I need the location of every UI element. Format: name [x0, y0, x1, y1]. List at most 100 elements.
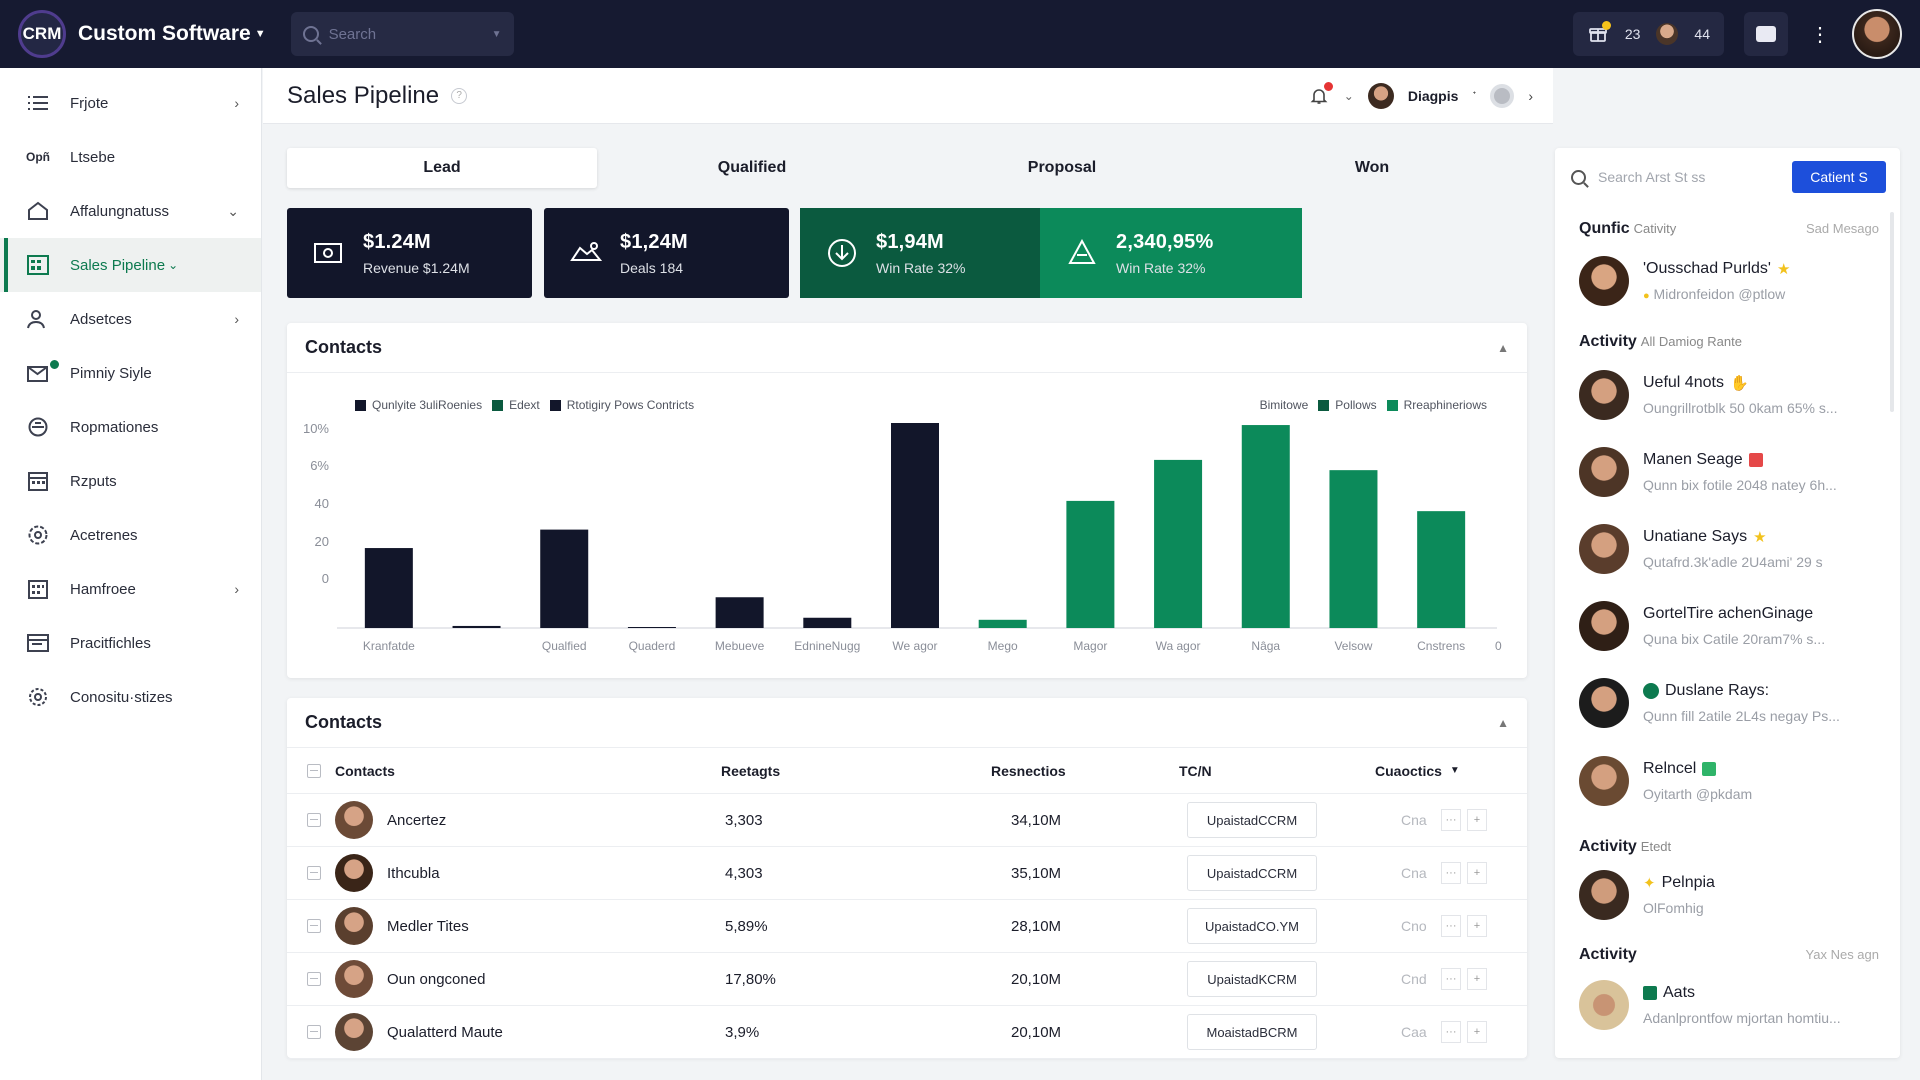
legend-swatch: [492, 399, 504, 411]
row-checkbox[interactable]: [307, 813, 321, 827]
kpi-card[interactable]: $1.24M Revenue $1.24M: [287, 208, 532, 298]
column-header[interactable]: Contacts: [335, 762, 395, 779]
column-header[interactable]: Resnectios: [991, 762, 1066, 779]
more-horizontal-icon[interactable]: ···: [1441, 915, 1461, 937]
contact-name[interactable]: Oun ongconed: [387, 970, 486, 988]
more-horizontal-icon[interactable]: ···: [1441, 968, 1461, 990]
bell-icon[interactable]: [1308, 80, 1334, 107]
add-icon[interactable]: +: [1467, 968, 1487, 990]
table-row[interactable]: Qualatterd Maute 3,9% 20,10M MoaistadBCR…: [287, 1006, 1527, 1059]
sidebar-item[interactable]: Acetrenes: [0, 508, 261, 562]
table-row[interactable]: Medler Tites 5,89% 28,10M UpaistadCO.YM …: [287, 900, 1527, 953]
panel-action-button[interactable]: Catient S: [1792, 161, 1886, 193]
more-horizontal-icon[interactable]: ···: [1441, 1021, 1461, 1043]
sidebar-item[interactable]: Sales Pipeline ⌄: [0, 238, 261, 292]
column-header[interactable]: Cuaoctics: [1375, 762, 1442, 779]
contact-name[interactable]: Ancertez: [387, 811, 447, 829]
table-row[interactable]: Ithcubla 4,303 35,10M UpaistadCCRM Cna ·…: [287, 847, 1527, 900]
chart-bar: [540, 529, 589, 628]
sidebar-item[interactable]: Adsetces ›: [0, 292, 261, 346]
chevron-down-icon[interactable]: ▼: [491, 28, 502, 40]
activity-item[interactable]: Duslane Rays: Qunn fill 2atile 2L4s nega…: [1579, 676, 1869, 732]
global-search[interactable]: Search ▼: [290, 12, 514, 56]
chevron-down-icon[interactable]: ⌄: [227, 202, 239, 219]
row-checkbox[interactable]: [307, 972, 321, 986]
sidebar-item[interactable]: Ropmationes: [0, 400, 261, 454]
add-icon[interactable]: +: [1467, 862, 1487, 884]
row-checkbox[interactable]: [307, 1025, 321, 1039]
kpi-card[interactable]: 2,340,95% Win Rate 32%: [1040, 208, 1302, 298]
chevron-right-icon[interactable]: ›: [234, 95, 239, 111]
sidebar-item-label: Adsetces: [70, 310, 132, 328]
row-checkbox[interactable]: [307, 866, 321, 880]
sidebar-item[interactable]: Opñ Ltsebe: [0, 130, 261, 184]
x-tick-label: We agor: [892, 639, 937, 653]
sidebar-item[interactable]: Rzputs: [0, 454, 261, 508]
inbox-button[interactable]: [1744, 12, 1788, 56]
select-all-checkbox[interactable]: [307, 763, 321, 778]
kpi-card[interactable]: $1,94M Win Rate 32%: [800, 208, 1040, 298]
sidebar-item[interactable]: Hamfroee ›: [0, 562, 261, 616]
tag-button[interactable]: MoaistadBCRM: [1187, 1014, 1317, 1050]
sidebar-item[interactable]: Conositu·stizes: [0, 670, 261, 724]
row-checkbox[interactable]: [307, 919, 321, 933]
chevron-down-icon[interactable]: ⌄: [1343, 88, 1354, 103]
add-icon[interactable]: +: [1467, 809, 1487, 831]
activity-desc: Qunn bix fotile 2048 natey 6h...: [1643, 477, 1837, 493]
avatar: [1579, 256, 1629, 306]
more-vertical-icon[interactable]: ⋮: [1810, 23, 1830, 46]
table-row[interactable]: Ancertez 3,303 34,10M UpaistadCCRM Cna ·…: [287, 794, 1527, 847]
chevron-down-icon[interactable]: ▼: [1449, 765, 1460, 776]
activity-item[interactable]: 'Ousschad Purlds' ★ ● Midronfeidon @ptlow: [1579, 254, 1869, 310]
crm-logo[interactable]: CRM: [18, 10, 66, 58]
chevron-right-icon[interactable]: ›: [234, 311, 239, 327]
contact-name[interactable]: Qualatterd Maute: [387, 1023, 503, 1041]
avatar: [1579, 980, 1629, 1030]
scrollbar[interactable]: [1890, 212, 1894, 412]
activity-item[interactable]: Ueful 4nots ✋ Oungrillrotblk 50 0kam 65% …: [1579, 368, 1869, 424]
activity-item[interactable]: Relncel Oyitarth @pkdam: [1579, 754, 1869, 810]
chevron-right-icon[interactable]: ›: [234, 581, 239, 597]
collapse-icon[interactable]: ▲: [1497, 340, 1509, 355]
tag-button[interactable]: UpaistadKCRM: [1187, 961, 1317, 997]
user-name[interactable]: Diagpis: [1407, 87, 1459, 104]
sidebar-item[interactable]: Affalungnatuss ⌄: [0, 184, 261, 238]
add-icon[interactable]: +: [1467, 1021, 1487, 1043]
add-icon[interactable]: +: [1467, 915, 1487, 937]
tag-button[interactable]: UpaistadCCRM: [1187, 855, 1317, 891]
legend-label: Rtotigiry Pows Contricts: [566, 398, 695, 412]
user-avatar[interactable]: [1852, 9, 1902, 59]
activity-item[interactable]: Manen Seage Qunn bix fotile 2048 natey 6…: [1579, 445, 1869, 501]
column-header[interactable]: Reetagts: [721, 762, 781, 779]
chevron-right-icon[interactable]: ›: [1528, 87, 1533, 104]
gift-icon[interactable]: [1587, 21, 1611, 45]
stage-tab[interactable]: Won: [1354, 159, 1390, 176]
help-icon[interactable]: ?: [451, 87, 468, 104]
stage-tab[interactable]: Proposal: [1027, 159, 1097, 176]
sidebar-item[interactable]: Pracitfichles: [0, 616, 261, 670]
panel-search-input[interactable]: Search Arst St ss: [1598, 169, 1706, 185]
kpi-card[interactable]: $1,24M Deals 184: [544, 208, 789, 298]
mini-avatar[interactable]: [1656, 23, 1679, 45]
tag-button[interactable]: UpaistadCO.YM: [1187, 908, 1317, 944]
more-horizontal-icon[interactable]: ···: [1441, 862, 1461, 884]
stage-tab[interactable]: Qualified: [717, 159, 787, 176]
column-header[interactable]: TC/N: [1179, 762, 1212, 779]
settings-icon[interactable]: [1490, 83, 1515, 108]
table-row[interactable]: Oun ongconed 17,80% 20,10M UpaistadKCRM …: [287, 953, 1527, 1006]
activity-item[interactable]: Unatiane Says ★ Qutafrd.3k'adle 2U4ami' 2…: [1579, 522, 1869, 578]
activity-name: Duslane Rays:: [1665, 682, 1770, 699]
contact-name[interactable]: Medler Tites: [387, 917, 469, 935]
more-horizontal-icon[interactable]: ···: [1441, 809, 1461, 831]
contact-name[interactable]: Ithcubla: [387, 864, 440, 882]
avatar[interactable]: [1367, 82, 1394, 109]
collapse-icon[interactable]: ▲: [1497, 715, 1509, 730]
activity-item[interactable]: Aats Adanlprontfow mjortan homtiu...: [1579, 978, 1869, 1034]
sidebar-item[interactable]: Pimniy Siyle: [0, 346, 261, 400]
activity-item[interactable]: GortelTire achenGinage Quna bix Catile 2…: [1579, 599, 1869, 655]
tag-button[interactable]: UpaistadCCRM: [1187, 802, 1317, 838]
sidebar-item[interactable]: Frjote ›: [0, 76, 261, 130]
app-switcher[interactable]: Custom Software ▼: [78, 22, 266, 46]
activity-item[interactable]: ✦ Pelnpia OlFomhig: [1579, 868, 1869, 924]
stage-tab[interactable]: Lead: [287, 148, 597, 188]
